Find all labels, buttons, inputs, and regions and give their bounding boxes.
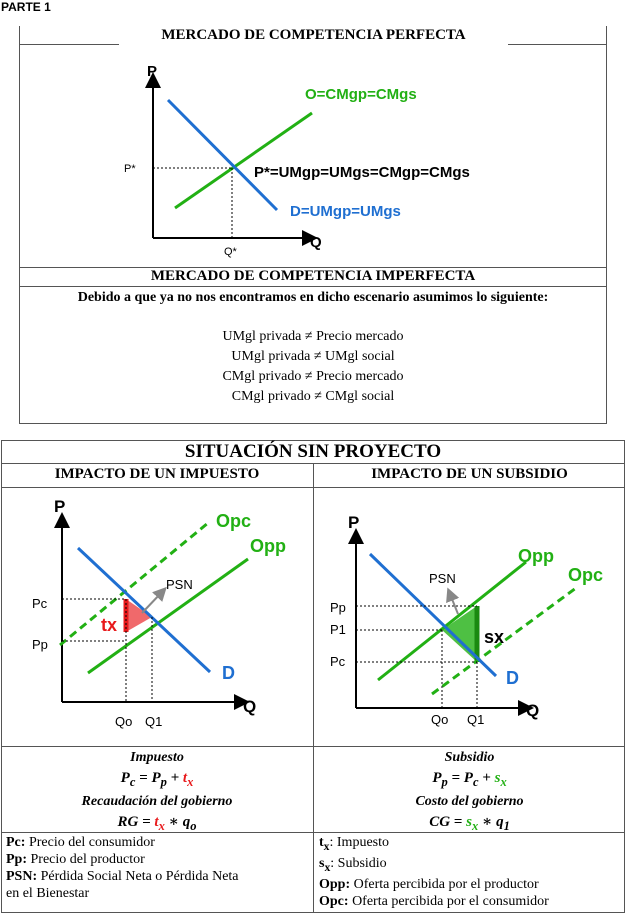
psn-pointer (141, 586, 167, 614)
legend-item: tx: Impuesto (319, 835, 389, 853)
tax-formula-2: RG = tx ∗ qo (117, 814, 197, 833)
opc-label: Opc (568, 565, 603, 585)
part-label: PARTE 1 (1, 0, 51, 14)
opc-label: Opc (216, 511, 251, 531)
subsidy-formula-2-title: Costo del gobierno (415, 794, 524, 809)
pp-label: Pp (330, 600, 346, 615)
equilibrium-label: P*=UMgp=UMgs=CMgp=CMgs (254, 164, 470, 181)
imperfect-competition-title: MERCADO DE COMPETENCIA IMPERFECTA (150, 268, 476, 284)
legend-item: Opp: Oferta percibida por el productor (319, 876, 539, 892)
tax-header: IMPACTO DE UN IMPUESTO (54, 466, 260, 482)
demand-label: D (506, 668, 519, 688)
top-frame-right (606, 26, 607, 424)
opp-label: Opp (518, 546, 554, 566)
legend-item: sx: Subsidio (319, 855, 387, 874)
imperfect-rule-bottom (19, 286, 607, 287)
tax-formula-1: Pc = Pp + tx (120, 770, 194, 789)
perfect-competition-chart: P Q P* Q* O=CMgp=CMgs P*=UMgp=UMgs=CMgp=… (124, 63, 470, 258)
subsidy-formula-title: Subsidio (444, 750, 495, 765)
demand-line (368, 552, 498, 678)
legend-left: Pc: Precio del consumidor Pp: Precio del… (6, 834, 311, 902)
tax-chart: P Q Opc Opp PSN tx D Pc Pp Qo Q1 (32, 497, 286, 729)
pp-label: Pp (32, 637, 48, 652)
q1-label: Q1 (145, 714, 162, 729)
opp-line (377, 560, 527, 682)
pc-label: Pc (330, 654, 346, 669)
statement-item: CMgl privado ≠ CMgl social (231, 389, 395, 404)
demand-label: D (222, 663, 235, 683)
pc-label: Pc (32, 596, 48, 611)
psn-label: PSN (166, 577, 193, 592)
top-frame-left (19, 26, 20, 424)
legend-item: Pp: Precio del productor (6, 852, 145, 867)
legend-item: en el Bienestar (6, 886, 90, 901)
opc-line (431, 586, 577, 696)
opp-line (87, 557, 249, 675)
legend-item: Opc: Oferta percibida por el consumidor (319, 893, 549, 909)
bottom-column-divider (313, 463, 314, 913)
statement-item: UMgl privada ≠ UMgl social (231, 349, 395, 364)
legend-item: PSN: Pérdida Social Neta o Pérdida Neta (6, 869, 239, 884)
subsidy-formula-1: Pp = Pc + sx (432, 770, 507, 789)
y-axis-label: P (147, 63, 157, 80)
q1-label: Q1 (467, 712, 484, 727)
y-axis-label: P (54, 497, 65, 516)
demand-line (166, 98, 279, 212)
tax-formula-2-title: Recaudación del gobierno (81, 794, 233, 809)
top-title-rule-right (508, 44, 607, 45)
sx-label: sx (484, 627, 504, 647)
opp-label: Opp (250, 536, 286, 556)
psn-pointer (446, 587, 460, 615)
statement-list: UMgl privada ≠ Precio mercado UMgl priva… (19, 327, 607, 407)
tax-formula-title: Impuesto (130, 750, 184, 765)
x-axis-label: Q (243, 697, 256, 716)
perfect-competition-title: MERCADO DE COMPETENCIA PERFECTA (161, 27, 466, 43)
top-title-rule-left (19, 44, 119, 45)
subsidy-formula-2: CG = sx ∗ q1 (429, 814, 510, 833)
x-axis-label: Q (310, 234, 322, 251)
statement-item: CMgl privado ≠ Precio mercado (222, 369, 404, 384)
assumption-text: Debido a que ya no nos encontramos en di… (77, 290, 549, 305)
tx-label: tx (101, 615, 117, 635)
p-star-label: P* (124, 163, 136, 175)
q-star-label: Q* (224, 246, 238, 258)
subsidy-formulas: Subsidio Pp = Pc + sx Costo del gobierno… (314, 748, 625, 836)
supply-label: O=CMgp=CMgs (305, 86, 417, 103)
subsidy-chart: P Q Opp Opc PSN sx D Pp P1 Pc Qo Q1 (330, 513, 603, 727)
supply-line (174, 111, 313, 210)
legend-right: tx: Impuesto sx: Subsidio Opp: Oferta pe… (319, 834, 624, 910)
imperfect-rule-top (19, 267, 607, 268)
subsidy-header: IMPACTO DE UN SUBSIDIO (371, 466, 568, 482)
demand-label: D=UMgp=UMgs (290, 203, 401, 220)
qo-label: Qo (431, 712, 448, 727)
y-axis-label: P (348, 513, 359, 532)
x-axis-label: Q (526, 701, 539, 720)
tax-formulas: Impuesto Pc = Pp + tx Recaudación del go… (1, 748, 313, 836)
statement-item: UMgl privada ≠ Precio mercado (222, 329, 404, 344)
bottom-title: SITUACIÓN SIN PROYECTO (184, 441, 442, 462)
legend-item: Pc: Precio del consumidor (6, 835, 155, 850)
p1-label: P1 (330, 622, 346, 637)
psn-triangle (126, 599, 152, 632)
psn-label: PSN (429, 571, 456, 586)
top-frame-bottom (19, 423, 607, 424)
opc-line (59, 521, 209, 647)
qo-label: Qo (115, 714, 132, 729)
